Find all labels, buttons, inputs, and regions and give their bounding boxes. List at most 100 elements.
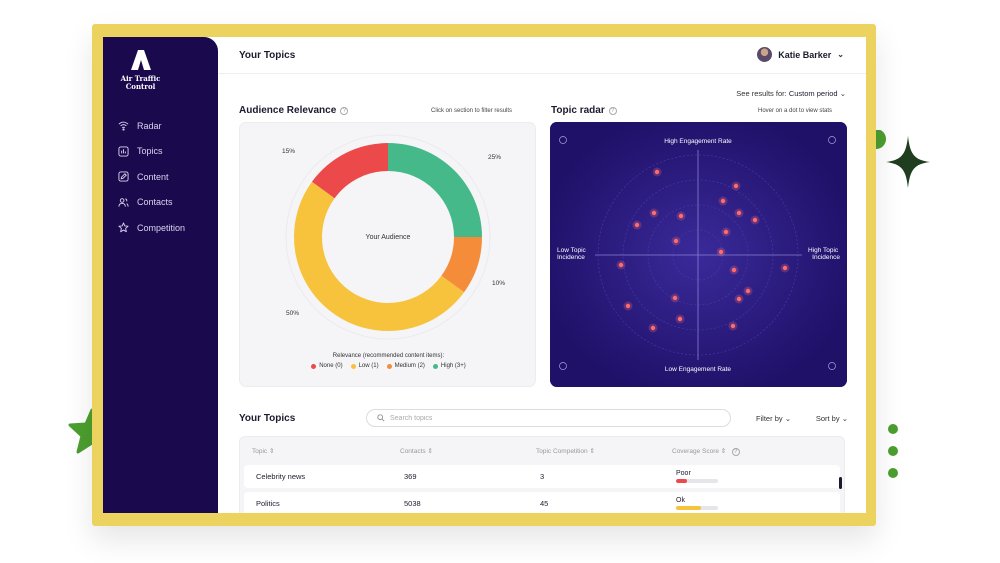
radar-dot[interactable] (635, 223, 639, 227)
column-header-competition[interactable]: Topic Competition ⇕ (536, 447, 672, 455)
main-content: Your Topics Katie Barker ⌄ See results f… (218, 37, 866, 513)
legend-item-none[interactable]: None (0) (311, 363, 342, 369)
score-fill (676, 479, 687, 483)
column-label: Topic Competition (536, 448, 588, 455)
help-icon[interactable]: ? (732, 448, 740, 456)
donut-slice-low-1[interactable] (294, 182, 464, 331)
radar-dot[interactable] (619, 263, 623, 267)
radar-label-right-1: High Topic (808, 247, 839, 254)
legend-item-medium[interactable]: Medium (2) (387, 363, 425, 369)
score-bar (676, 479, 718, 483)
cell-contacts: 5038 (404, 499, 540, 508)
cell-contacts: 369 (404, 472, 540, 481)
radar-dot[interactable] (678, 317, 682, 321)
radar-dot[interactable] (737, 297, 741, 301)
sidebar-item-topics[interactable]: Topics (117, 139, 185, 165)
four-point-star-icon (886, 136, 930, 188)
donut-chart[interactable]: 25% 10% 50% 15% Your Audience (240, 123, 537, 351)
radar-dot[interactable] (734, 184, 738, 188)
radar-dot[interactable] (783, 266, 787, 270)
legend-label: None (0) (319, 363, 342, 369)
search-icon (377, 414, 385, 422)
radar-dot[interactable] (674, 239, 678, 243)
donut-data-label: 50% (286, 310, 299, 317)
help-icon[interactable]: ? (340, 107, 348, 115)
chevron-down-icon: ⌄ (785, 414, 791, 423)
sort-icon: ⇕ (721, 448, 726, 455)
column-header-coverage[interactable]: Coverage Score ⇕ ? (672, 447, 822, 456)
chevron-down-icon: ⌄ (840, 89, 846, 98)
radar-dot[interactable] (737, 211, 741, 215)
brand-logo[interactable]: Air Traffic Control (103, 49, 178, 91)
column-header-contacts[interactable]: Contacts ⇕ (400, 447, 536, 455)
radar-dot[interactable] (626, 304, 630, 308)
radar-dot[interactable] (679, 214, 683, 218)
column-label: Topic (252, 448, 267, 455)
sidebar-nav: Radar Topics Content (117, 113, 185, 241)
help-icon[interactable]: ? (609, 107, 617, 115)
radar-dot[interactable] (731, 324, 735, 328)
period-label: See results for: (736, 89, 786, 98)
column-header-topic[interactable]: Topic ⇕ (240, 447, 400, 455)
sidebar-item-contacts[interactable]: Contacts (117, 190, 185, 216)
table-row[interactable]: Politics 5038 45 Ok (244, 492, 840, 513)
radar-dot[interactable] (746, 289, 750, 293)
sidebar-item-label: Content (137, 172, 169, 182)
radar-chart[interactable]: High Engagement Rate Low Engagement Rate… (550, 122, 847, 387)
legend-dot (433, 364, 438, 369)
legend-item-low[interactable]: Low (1) (351, 363, 379, 369)
section-title-text: Audience Relevance (239, 105, 336, 116)
radar-dot[interactable] (655, 170, 659, 174)
legend-items: None (0) Low (1) Medium (2) High (3+) (240, 363, 537, 369)
sidebar-item-label: Contacts (137, 197, 173, 207)
radar-label-left: Low Topic Incidence (557, 247, 588, 261)
legend-item-high[interactable]: High (3+) (433, 363, 466, 369)
topic-radar-title: Topic radar ? (551, 105, 617, 116)
avatar (757, 47, 772, 62)
radar-dot[interactable] (753, 218, 757, 222)
donut-data-label: 25% (488, 154, 501, 161)
legend-dot (311, 364, 316, 369)
cell-topic: Politics (244, 499, 404, 508)
filter-dropdown[interactable]: Filter by ⌄ (756, 414, 791, 423)
topic-radar-card: High Engagement Rate Low Engagement Rate… (550, 122, 847, 387)
user-menu[interactable]: Katie Barker ⌄ (757, 47, 844, 62)
app-window: Air Traffic Control Radar Topics (103, 37, 866, 513)
sidebar-item-label: Topics (137, 146, 163, 156)
score-fill (676, 506, 701, 510)
search-input[interactable] (390, 415, 710, 422)
donut-slice-high-3[interactable] (388, 143, 482, 237)
radar-dot[interactable] (732, 268, 736, 272)
score-label: Ok (676, 497, 826, 504)
radar-dot[interactable] (651, 326, 655, 330)
sidebar-item-competition[interactable]: Competition (117, 215, 185, 241)
radar-dot[interactable] (673, 296, 677, 300)
radar-label-left-1: Low Topic (557, 247, 587, 254)
cell-competition: 3 (540, 472, 676, 481)
radar-label-right: High Topic Incidence (808, 247, 840, 261)
period-selector[interactable]: See results for: Custom period ⌄ (736, 89, 846, 98)
sort-icon: ⇕ (269, 448, 274, 455)
sidebar-item-radar[interactable]: Radar (117, 113, 185, 139)
topics-section-title: Your Topics (239, 413, 295, 424)
chevron-down-icon: ⌄ (842, 414, 848, 423)
sort-dropdown[interactable]: Sort by ⌄ (816, 414, 848, 423)
donut-data-label: 15% (282, 148, 295, 155)
table-header: Topic ⇕ Contacts ⇕ Topic Competition ⇕ C… (240, 437, 844, 465)
donut-slice-none-0[interactable] (312, 143, 388, 198)
radar-dot[interactable] (719, 250, 723, 254)
legend-dot (351, 364, 356, 369)
radar-dot[interactable] (724, 230, 728, 234)
column-label: Coverage Score (672, 448, 719, 455)
radar-dot[interactable] (721, 199, 725, 203)
section-title-text: Topic radar (551, 105, 605, 116)
radar-dot[interactable] (652, 211, 656, 215)
column-label: Contacts (400, 448, 426, 455)
radar-label-right-2: Incidence (812, 254, 840, 261)
legend-dot (387, 364, 392, 369)
table-scrollbar[interactable] (839, 477, 842, 489)
search-box[interactable] (366, 409, 731, 427)
table-row[interactable]: Celebrity news 369 3 Poor (244, 465, 840, 488)
sidebar-item-content[interactable]: Content (117, 164, 185, 190)
